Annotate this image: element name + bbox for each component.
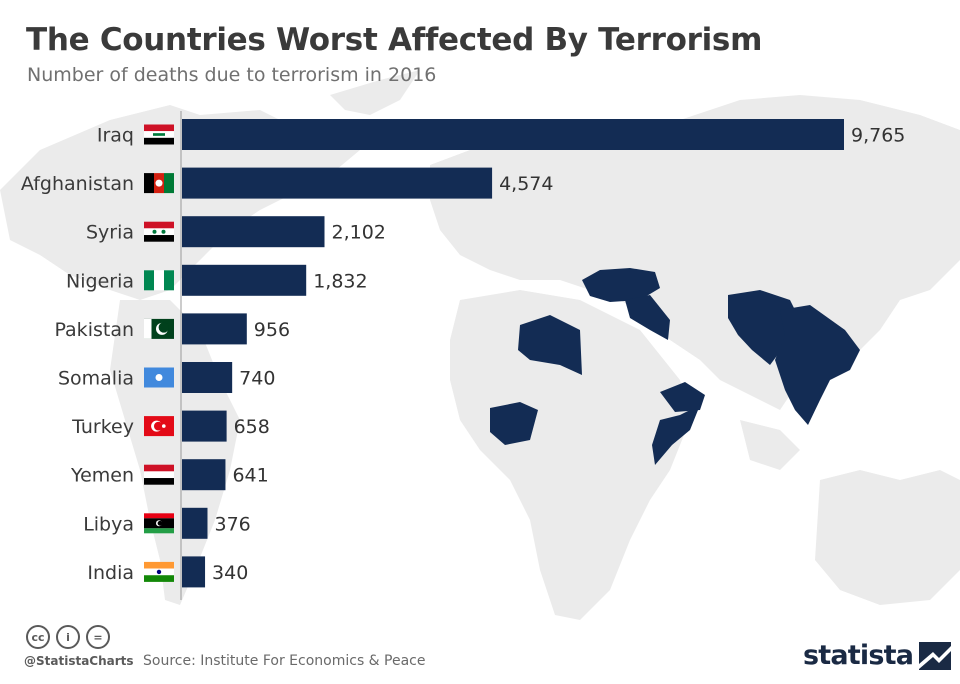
value-label-somalia: 740 [239, 368, 275, 390]
value-label-india: 340 [212, 562, 248, 584]
bar-yemen [182, 459, 226, 491]
category-label-syria: Syria [86, 222, 134, 244]
value-label-turkey: 658 [234, 416, 270, 438]
syria-flag-icon [144, 221, 174, 242]
category-label-india: India [87, 562, 134, 584]
bar-pakistan [182, 313, 247, 345]
category-label-yemen: Yemen [70, 465, 134, 487]
statista-logo[interactable]: statista [803, 640, 952, 671]
value-label-afghanistan: 4,574 [499, 173, 553, 195]
pakistan-flag-icon [144, 318, 174, 339]
chart-subtitle: Number of deaths due to terrorism in 201… [27, 64, 437, 86]
iraq-flag-icon [144, 124, 174, 145]
statista-logo-icon [919, 641, 952, 670]
bar-afghanistan [182, 167, 493, 199]
cc-icon: cc [26, 625, 50, 649]
bar-libya [182, 507, 208, 539]
category-label-iraq: Iraq [97, 125, 134, 147]
bar-turkey [182, 410, 227, 442]
category-label-turkey: Turkey [71, 416, 134, 438]
india-flag-icon [144, 561, 174, 582]
bar-somalia [182, 362, 233, 393]
bar-syria [182, 216, 325, 248]
category-label-nigeria: Nigeria [66, 270, 134, 292]
category-label-somalia: Somalia [58, 368, 134, 390]
license-icons: cc i = [26, 625, 110, 649]
highlighted-countries [490, 268, 860, 465]
twitter-handle[interactable]: @StatistaCharts [24, 654, 134, 668]
value-label-syria: 2,102 [332, 222, 386, 244]
nigeria-flag-icon [144, 270, 174, 291]
bar-nigeria [182, 264, 307, 296]
value-label-libya: 376 [214, 513, 250, 535]
yemen-flag-icon [144, 464, 174, 485]
value-label-yemen: 641 [232, 465, 268, 487]
value-label-pakistan: 956 [254, 319, 290, 341]
by-icon: i [56, 625, 80, 649]
bar-iraq [182, 119, 844, 150]
chart-title: The Countries Worst Affected By Terroris… [26, 22, 763, 58]
afghanistan-flag-icon [144, 173, 174, 194]
category-label-libya: Libya [83, 513, 134, 535]
turkey-flag-icon [144, 416, 174, 437]
bar-india [182, 556, 206, 588]
somalia-flag-icon [144, 367, 174, 388]
statista-logo-text: statista [803, 640, 914, 671]
category-label-pakistan: Pakistan [54, 319, 134, 341]
libya-flag-icon [144, 513, 174, 534]
source-note: Source: Institute For Economics & Peace [143, 653, 426, 669]
value-label-iraq: 9,765 [851, 125, 905, 147]
category-label-afghanistan: Afghanistan [21, 173, 134, 195]
value-label-nigeria: 1,832 [313, 270, 367, 292]
nd-icon: = [86, 625, 110, 649]
